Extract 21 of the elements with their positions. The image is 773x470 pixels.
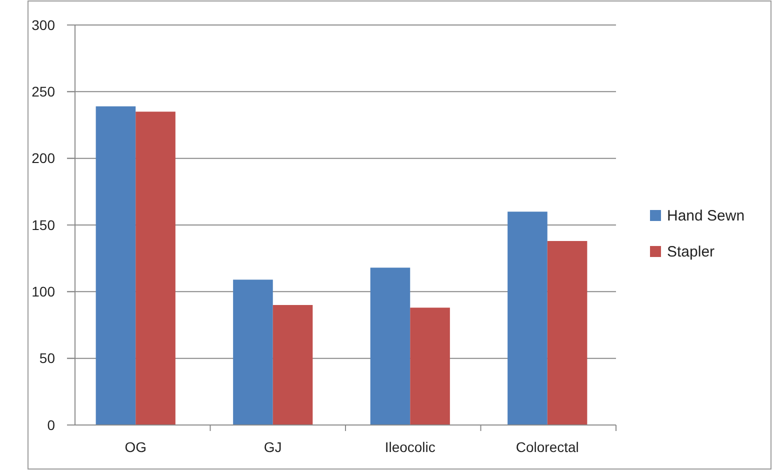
bar (96, 106, 136, 425)
legend-label: Hand Sewn (667, 207, 745, 224)
bar (272, 305, 313, 425)
bar (370, 268, 410, 425)
y-tick-label: 250 (32, 84, 56, 100)
x-tick-label: GJ (264, 439, 282, 455)
x-tick-label: OG (124, 439, 147, 455)
y-tick-label: 100 (32, 284, 56, 300)
bar (233, 280, 273, 425)
y-tick-label: 0 (47, 416, 56, 433)
legend-label: Stapler (667, 243, 715, 260)
x-tick-label: Ileocolic (384, 439, 436, 455)
y-tick-label: 50 (39, 350, 56, 366)
bar (547, 241, 588, 425)
x-tick-label: Colorectal (516, 439, 579, 455)
y-tick-label: 150 (32, 216, 56, 233)
y-tick-label: 200 (32, 150, 56, 166)
bar (508, 212, 548, 425)
bar (410, 308, 450, 425)
y-tick-label: 300 (32, 16, 56, 33)
bar (136, 112, 176, 425)
